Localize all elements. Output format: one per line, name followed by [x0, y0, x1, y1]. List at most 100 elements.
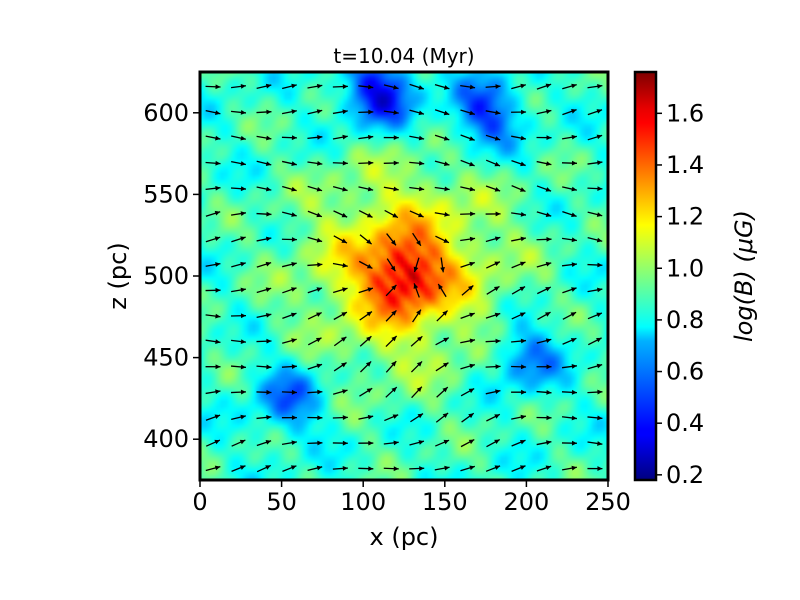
y-axis: 400 450 500 550 600: [143, 99, 200, 453]
field-arrow: [435, 412, 449, 423]
field-arrow: [205, 339, 221, 345]
field-arrow: [332, 262, 348, 268]
field-arrow: [231, 439, 246, 447]
field-arrow: [307, 465, 323, 471]
field-arrow: [561, 465, 577, 471]
field-arrow: [485, 134, 501, 141]
field-arrow: [281, 83, 297, 90]
field-arrow: [511, 389, 527, 395]
field-arrow: [562, 83, 577, 90]
field-arrow: [460, 134, 475, 141]
field-arrow: [205, 135, 221, 141]
field-arrow: [587, 134, 603, 141]
field-arrow: [536, 390, 552, 395]
field-arrow: [333, 210, 348, 218]
field-arrow: [256, 364, 272, 370]
field-arrow: [511, 465, 526, 473]
field-arrow: [485, 364, 501, 370]
field-arrow: [561, 440, 577, 446]
field-arrow: [333, 235, 348, 244]
chart-title: t=10.04 (Myr): [333, 44, 474, 68]
field-arrow: [385, 360, 397, 373]
field-arrow: [332, 415, 348, 420]
field-arrow: [307, 337, 322, 346]
field-arrow: [562, 109, 577, 116]
field-arrow: [511, 261, 526, 269]
field-arrow: [358, 84, 374, 90]
colorbar-tick-label: 1.6: [666, 99, 704, 127]
field-arrow: [281, 160, 297, 166]
field-arrow: [536, 185, 552, 192]
field-arrow: [205, 109, 221, 116]
field-arrow: [231, 211, 247, 216]
field-arrow: [256, 287, 272, 294]
colorbar-tick-label: 1.0: [666, 254, 704, 282]
field-arrow: [256, 135, 272, 141]
field-arrow: [256, 236, 272, 242]
field-arrow: [561, 134, 577, 140]
field-arrow: [383, 110, 399, 115]
field-arrow: [511, 185, 526, 193]
field-arrow: [384, 414, 399, 422]
field-arrow: [413, 283, 420, 298]
field-arrow: [485, 185, 501, 192]
field-arrow: [205, 236, 221, 243]
field-arrow: [587, 466, 603, 471]
field-arrow: [435, 362, 449, 372]
field-arrow: [561, 389, 578, 395]
field-arrow: [256, 312, 272, 318]
field-arrow: [358, 466, 374, 472]
field-arrow: [256, 160, 272, 166]
field-arrow: [332, 84, 348, 89]
field-arrow: [486, 261, 501, 269]
field-arrow: [358, 287, 374, 294]
field-arrow: [281, 364, 297, 369]
x-tick-label: 0: [192, 488, 207, 516]
field-arrow: [486, 285, 500, 295]
field-arrow: [587, 312, 603, 320]
field-arrow: [256, 440, 272, 447]
field-arrow: [485, 211, 501, 217]
field-arrow: [460, 312, 475, 320]
field-arrow: [485, 312, 501, 319]
field-arrow: [460, 363, 476, 370]
field-arrow: [231, 135, 246, 141]
field-arrow: [460, 338, 476, 344]
colorbar-tick-label: 1.2: [666, 203, 704, 231]
field-arrow: [511, 312, 526, 320]
field-arrow: [256, 186, 272, 192]
field-arrow: [281, 415, 297, 421]
field-arrow: [460, 465, 476, 472]
field-arrow: [460, 159, 475, 167]
field-arrow: [434, 212, 450, 217]
field-arrow: [511, 159, 526, 167]
field-arrow: [383, 160, 399, 166]
colorbar: 0.2 0.4 0.6 0.8 1.0 1.2 1.4 1.6 log(B) (μG): [633, 70, 758, 489]
field-arrow: [460, 261, 475, 268]
y-axis-label: z (pc): [104, 242, 132, 309]
field-arrow: [358, 440, 374, 446]
field-arrow: [461, 285, 474, 296]
field-arrow: [486, 413, 501, 422]
field-arrow: [358, 186, 374, 192]
field-arrow: [536, 465, 552, 472]
field-arrow: [359, 234, 373, 245]
field-arrow: [307, 210, 323, 218]
field-arrow: [256, 211, 272, 217]
field-arrow: [358, 109, 374, 115]
field-arrow: [410, 360, 423, 373]
x-tick-label: 200: [503, 488, 549, 516]
field-arrow: [384, 209, 399, 219]
field-arrow: [587, 83, 603, 89]
field-arrow: [409, 83, 425, 90]
field-arrow: [231, 261, 246, 268]
field-arrow: [282, 211, 297, 217]
field-arrow: [460, 84, 476, 90]
field-arrow: [359, 387, 373, 397]
field-arrow: [587, 262, 603, 268]
x-axis-label: x (pc): [370, 523, 439, 551]
field-arrow: [437, 283, 447, 298]
field-arrow: [307, 262, 323, 268]
field-arrow: [435, 235, 450, 244]
plot-area: [198, 70, 610, 482]
